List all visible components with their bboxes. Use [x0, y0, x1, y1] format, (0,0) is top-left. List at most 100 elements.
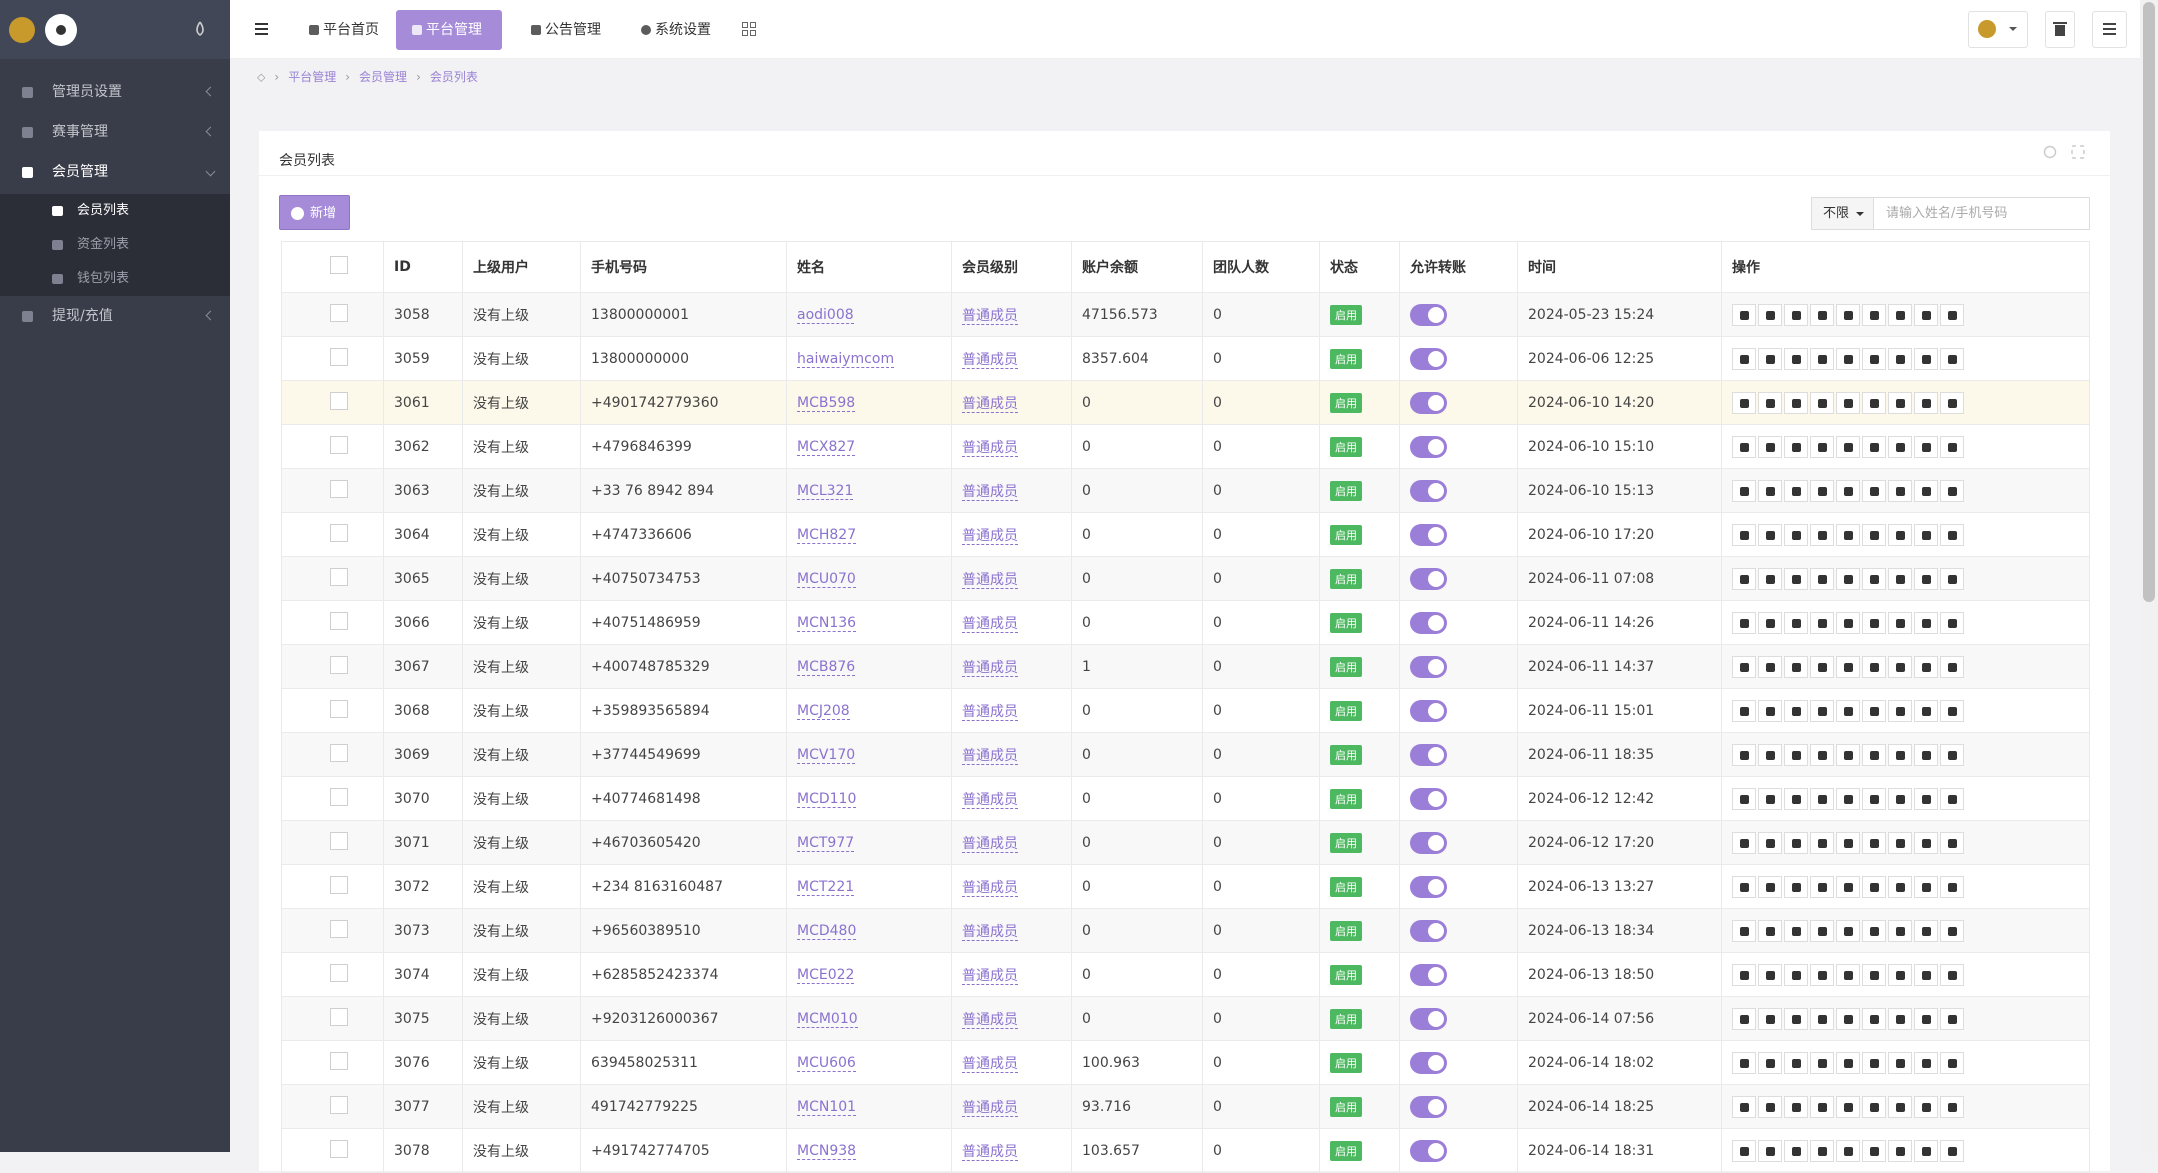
level-link[interactable]: 普通成员	[962, 1011, 1018, 1029]
clear-cache-button[interactable]	[2045, 11, 2075, 48]
name-link[interactable]: MCN101	[797, 1098, 857, 1116]
action-button[interactable]	[1914, 743, 1938, 766]
transfer-toggle[interactable]	[1410, 787, 1447, 810]
name-link[interactable]: MCN938	[797, 1142, 857, 1160]
action-button[interactable]	[1758, 699, 1782, 722]
level-link[interactable]: 普通成员	[962, 703, 1018, 721]
checkbox[interactable]	[330, 699, 348, 718]
action-button[interactable]	[1888, 611, 1912, 634]
action-button[interactable]	[1810, 919, 1834, 942]
action-button[interactable]	[1810, 1095, 1834, 1118]
action-button[interactable]	[1914, 875, 1938, 898]
action-button[interactable]	[1914, 1139, 1938, 1162]
action-button[interactable]	[1940, 1051, 1964, 1074]
name-link[interactable]: MCD480	[797, 922, 857, 940]
action-button[interactable]	[1914, 479, 1938, 502]
action-button[interactable]	[1836, 347, 1860, 370]
menu-item[interactable]: 会员管理	[0, 152, 230, 192]
action-button[interactable]	[1914, 787, 1938, 810]
action-button[interactable]	[1732, 787, 1756, 810]
action-button[interactable]	[1758, 523, 1782, 546]
transfer-toggle[interactable]	[1410, 963, 1447, 986]
action-button[interactable]	[1758, 743, 1782, 766]
transfer-toggle[interactable]	[1410, 831, 1447, 854]
checkbox[interactable]	[330, 831, 348, 850]
submenu-item[interactable]: 资金列表	[0, 228, 230, 262]
action-button[interactable]	[1836, 1139, 1860, 1162]
transfer-toggle[interactable]	[1410, 743, 1447, 766]
action-button[interactable]	[1836, 699, 1860, 722]
transfer-toggle[interactable]	[1410, 611, 1447, 634]
action-button[interactable]	[1914, 655, 1938, 678]
transfer-toggle[interactable]	[1410, 1051, 1447, 1074]
action-button[interactable]	[1862, 479, 1886, 502]
action-button[interactable]	[1784, 1095, 1808, 1118]
transfer-toggle[interactable]	[1410, 523, 1447, 546]
action-button[interactable]	[1914, 435, 1938, 458]
level-link[interactable]: 普通成员	[962, 879, 1018, 897]
action-button[interactable]	[1940, 303, 1964, 326]
action-button[interactable]	[1862, 435, 1886, 458]
level-link[interactable]: 普通成员	[962, 967, 1018, 985]
action-button[interactable]	[1732, 1007, 1756, 1030]
action-button[interactable]	[1940, 435, 1964, 458]
action-button[interactable]	[1836, 523, 1860, 546]
action-button[interactable]	[1914, 963, 1938, 986]
action-button[interactable]	[1914, 831, 1938, 854]
action-button[interactable]	[1940, 919, 1964, 942]
menu-toggle[interactable]	[255, 22, 269, 36]
action-button[interactable]	[1888, 1051, 1912, 1074]
nav-tab[interactable]: 平台管理	[396, 10, 502, 50]
action-button[interactable]	[1836, 1051, 1860, 1074]
name-link[interactable]: MCN136	[797, 614, 857, 632]
action-button[interactable]	[1758, 611, 1782, 634]
action-button[interactable]	[1758, 875, 1782, 898]
action-button[interactable]	[1940, 1139, 1964, 1162]
action-button[interactable]	[1784, 567, 1808, 590]
action-button[interactable]	[1862, 963, 1886, 986]
name-link[interactable]: MCT221	[797, 878, 855, 896]
action-button[interactable]	[1914, 523, 1938, 546]
checkbox[interactable]	[330, 1051, 348, 1070]
action-button[interactable]	[1940, 655, 1964, 678]
menu-item[interactable]: 赛事管理	[0, 112, 230, 152]
action-button[interactable]	[1862, 611, 1886, 634]
transfer-toggle[interactable]	[1410, 567, 1447, 590]
action-button[interactable]	[1732, 655, 1756, 678]
refresh-icon[interactable]	[2043, 145, 2057, 159]
action-button[interactable]	[1862, 1139, 1886, 1162]
transfer-toggle[interactable]	[1410, 479, 1447, 502]
action-button[interactable]	[1888, 391, 1912, 414]
transfer-toggle[interactable]	[1410, 1095, 1447, 1118]
action-button[interactable]	[1784, 919, 1808, 942]
action-button[interactable]	[1810, 1051, 1834, 1074]
nav-tab[interactable]: 平台首页	[301, 10, 379, 50]
action-button[interactable]	[1836, 655, 1860, 678]
action-button[interactable]	[1888, 435, 1912, 458]
action-button[interactable]	[1862, 875, 1886, 898]
action-button[interactable]	[1940, 347, 1964, 370]
action-button[interactable]	[1862, 567, 1886, 590]
transfer-toggle[interactable]	[1410, 699, 1447, 722]
checkbox[interactable]	[330, 479, 348, 498]
level-link[interactable]: 普通成员	[962, 923, 1018, 941]
search-input[interactable]: 请输入姓名/手机号码	[1874, 197, 2090, 230]
action-button[interactable]	[1732, 1139, 1756, 1162]
action-button[interactable]	[1732, 743, 1756, 766]
action-button[interactable]	[1862, 303, 1886, 326]
action-button[interactable]	[1836, 435, 1860, 458]
action-button[interactable]	[1810, 611, 1834, 634]
action-button[interactable]	[1914, 611, 1938, 634]
action-button[interactable]	[1784, 1139, 1808, 1162]
name-link[interactable]: MCU070	[797, 570, 856, 588]
checkbox[interactable]	[330, 1007, 348, 1026]
transfer-toggle[interactable]	[1410, 303, 1447, 326]
checkbox[interactable]	[330, 1139, 348, 1158]
action-button[interactable]	[1810, 743, 1834, 766]
name-link[interactable]: haiwaiymcom	[797, 350, 895, 368]
transfer-toggle[interactable]	[1410, 1139, 1447, 1162]
action-button[interactable]	[1888, 655, 1912, 678]
name-link[interactable]: MCH827	[797, 526, 857, 544]
action-button[interactable]	[1732, 303, 1756, 326]
action-button[interactable]	[1888, 831, 1912, 854]
